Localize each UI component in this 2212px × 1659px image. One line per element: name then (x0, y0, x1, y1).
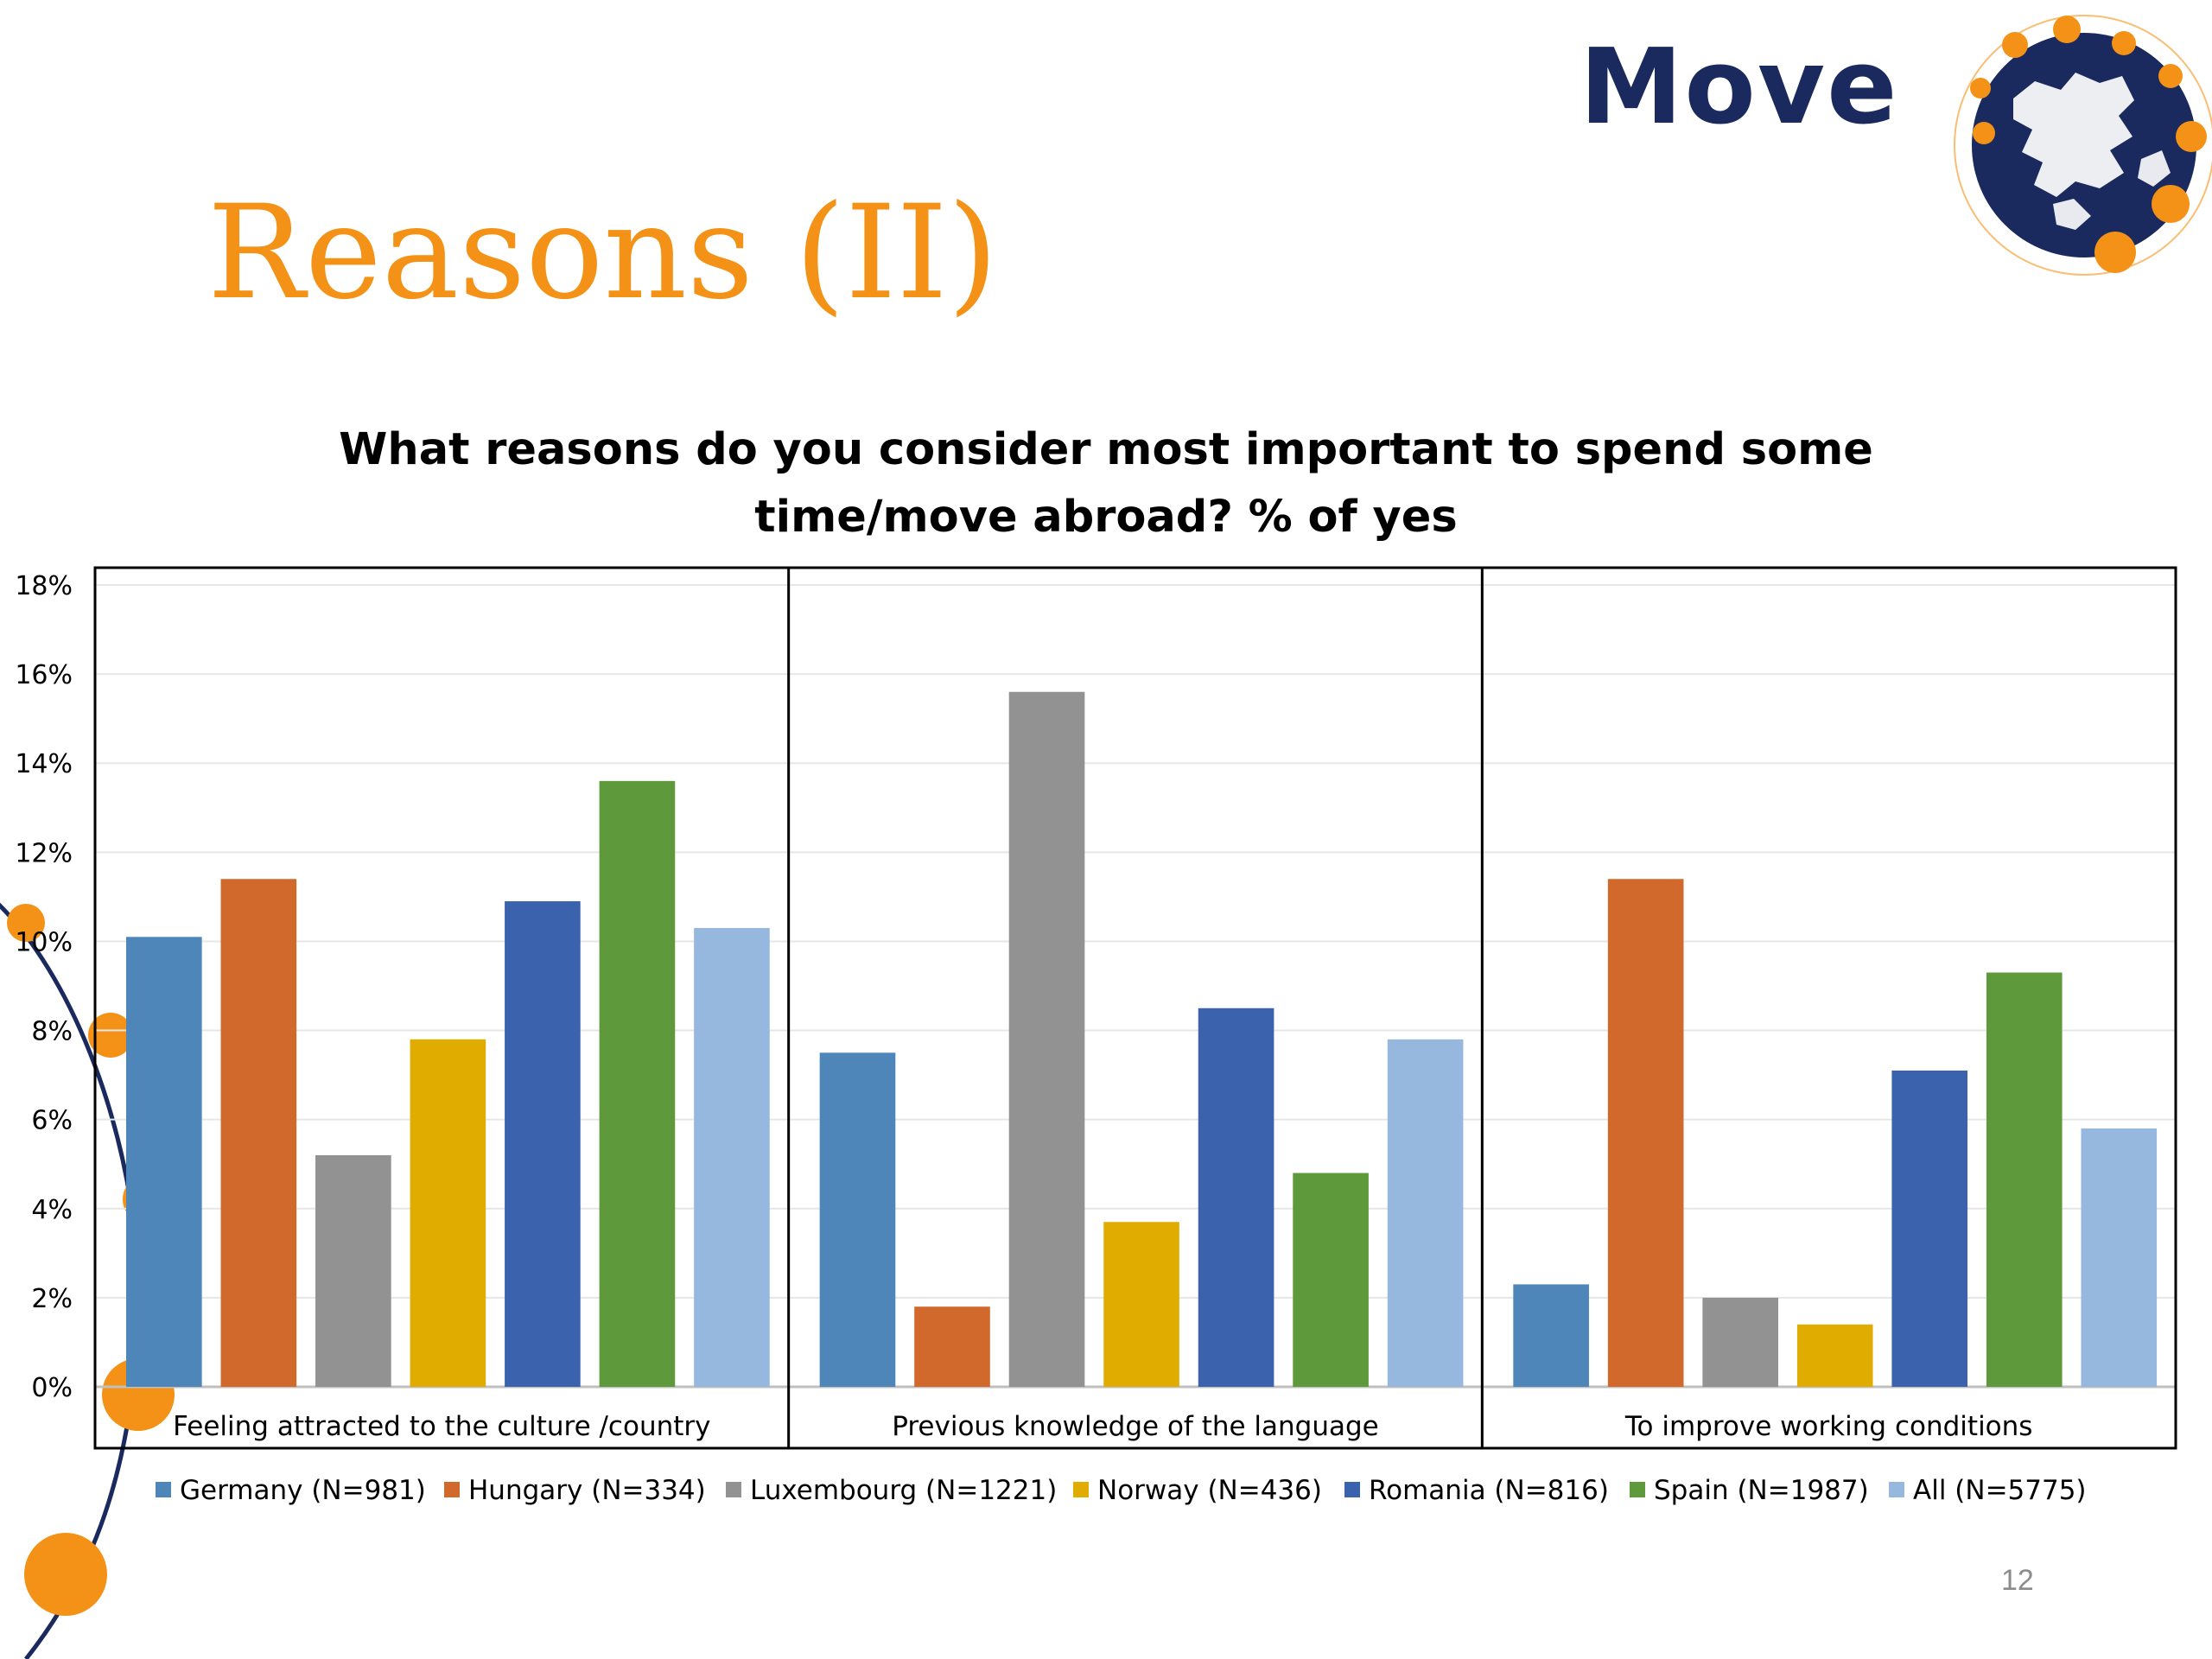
y-tick-label: 10% (15, 927, 73, 957)
legend-swatch (156, 1482, 171, 1497)
decor-dot (24, 1533, 107, 1616)
legend-label: Romania (N=816) (1369, 1475, 1609, 1506)
slide-title: Reasons (II) (207, 178, 999, 328)
legend-swatch (1630, 1482, 1645, 1497)
y-tick-label: 0% (31, 1373, 73, 1403)
legend-label: Hungary (N=334) (468, 1475, 706, 1506)
bar (1103, 1222, 1179, 1387)
y-tick-label: 16% (15, 660, 73, 690)
y-tick-label: 2% (31, 1284, 73, 1314)
plot-frame (93, 566, 2177, 1450)
y-tick-label: 14% (15, 749, 73, 779)
legend: Germany (N=981) Hungary (N=334) Luxembourg… (156, 1475, 2087, 1506)
bar (1796, 1324, 1873, 1387)
x-category-label: To improve working conditions (1624, 1411, 2033, 1442)
bar (1702, 1297, 1778, 1387)
legend-label: All (N=5775) (1913, 1475, 2087, 1506)
bar (1198, 1007, 1274, 1387)
bar (1891, 1070, 1968, 1387)
logo-globe-icon (1954, 15, 2212, 276)
panel-frame (93, 566, 2177, 1450)
legend-swatch (1344, 1482, 1360, 1497)
decor-dot (7, 904, 45, 942)
bar (220, 879, 297, 1387)
legend-label: Germany (N=981) (180, 1475, 426, 1506)
y-tick-label: 12% (15, 838, 73, 868)
bar (1387, 1039, 1464, 1387)
y-tick-label: 18% (15, 571, 73, 601)
y-tick-label: 4% (31, 1195, 73, 1225)
legend-label: Spain (N=1987) (1654, 1475, 1869, 1506)
legend-swatch (444, 1482, 460, 1497)
y-tick-label: 6% (31, 1106, 73, 1136)
bar (599, 780, 676, 1387)
chart-title: What reasons do you consider most import… (339, 424, 1873, 543)
legend-label: Norway (N=436) (1097, 1475, 1322, 1506)
bar (1293, 1173, 1369, 1387)
bar (914, 1306, 990, 1387)
y-axis-ticks: 0% 2% 4% 6% 8% 10% 12% 14% 16% 18% (15, 571, 73, 1403)
legend-label: Luxembourg (N=1221) (750, 1475, 1057, 1506)
page-number: 12 (2001, 1564, 2034, 1597)
logo-text: Move (1580, 28, 1899, 148)
bar (315, 1154, 391, 1387)
bar (1008, 691, 1085, 1387)
bar (505, 901, 581, 1387)
bar (1986, 972, 2063, 1387)
decor-dot (88, 1013, 133, 1058)
bar (819, 1052, 896, 1387)
legend-swatch (1073, 1482, 1089, 1497)
bar (1607, 879, 1684, 1387)
bar (2081, 1128, 2158, 1387)
y-tick-label: 8% (31, 1017, 73, 1047)
bar (1513, 1284, 1589, 1387)
bars (126, 691, 2158, 1387)
legend-swatch (1889, 1482, 1904, 1497)
bar (126, 937, 202, 1387)
x-category-label: Feeling attracted to the culture /countr… (173, 1411, 710, 1442)
bar (694, 927, 770, 1387)
x-axis-categories: Feeling attracted to the culture /countr… (173, 1411, 2032, 1442)
legend-swatch (726, 1482, 741, 1497)
x-category-label: Previous knowledge of the language (892, 1411, 1379, 1442)
bar (410, 1039, 486, 1387)
